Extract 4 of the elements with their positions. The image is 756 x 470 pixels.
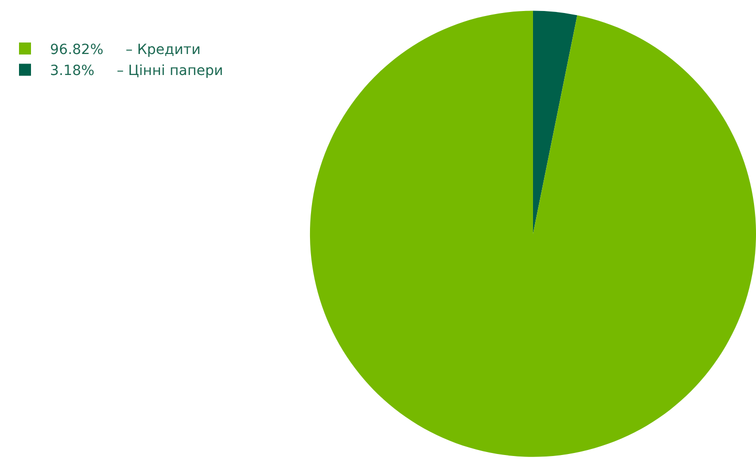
legend-label: 3.18% – Цінні папери	[50, 63, 224, 80]
legend-label: 96.82% – Кредити	[50, 42, 201, 58]
pie-slice	[310, 10, 756, 457]
pie-slice	[532, 10, 578, 234]
